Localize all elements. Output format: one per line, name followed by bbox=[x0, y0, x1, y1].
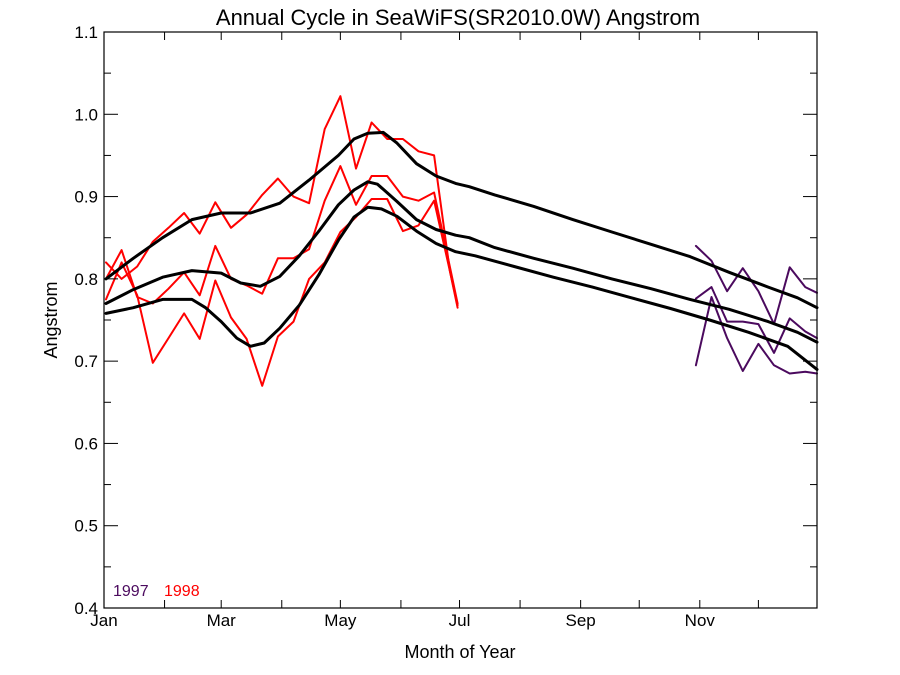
axis-ticks-group bbox=[103, 31, 818, 609]
chart-title: Annual Cycle in SeaWiFS(SR2010.0W) Angst… bbox=[216, 5, 700, 30]
y-tick-label: 1.0 bbox=[74, 105, 98, 124]
x-tick-label: Mar bbox=[207, 611, 237, 630]
x-tick-label: Jan bbox=[90, 611, 117, 630]
axis-tick-labels-group: Jan Mar May Jul Sep Nov 0.4 0.5 0.6 0.7 0.8 0.9 1.0 1… bbox=[74, 23, 715, 630]
series-1998-mean bbox=[105, 165, 459, 305]
x-tick-label: Nov bbox=[685, 611, 716, 630]
y-tick-label: 0.7 bbox=[74, 352, 98, 371]
series-climatology-lower bbox=[104, 205, 819, 371]
series-climatology-mean bbox=[104, 180, 819, 344]
y-tick-label: 0.9 bbox=[74, 188, 98, 207]
series-1997-upper bbox=[694, 244, 818, 326]
series-1998-lower bbox=[105, 198, 459, 387]
series-1997-lower bbox=[694, 296, 818, 375]
legend-label-1997: 1997 bbox=[113, 583, 149, 600]
x-tick-label: May bbox=[324, 611, 357, 630]
y-tick-label: 0.4 bbox=[74, 599, 98, 618]
x-tick-label: Jul bbox=[449, 611, 471, 630]
y-tick-label: 1.1 bbox=[74, 23, 98, 42]
plot-series-group bbox=[104, 95, 819, 387]
y-tick-label: 0.5 bbox=[74, 517, 98, 536]
y-axis-label: Angstrom bbox=[41, 281, 61, 358]
x-axis-label: Month of Year bbox=[404, 642, 515, 662]
y-tick-label: 0.6 bbox=[74, 434, 98, 453]
series-climatology-upper bbox=[104, 130, 819, 310]
y-tick-label: 0.8 bbox=[74, 270, 98, 289]
legend-label-1998: 1998 bbox=[164, 583, 200, 600]
series-1997-mean bbox=[694, 286, 818, 354]
series-1998-upper bbox=[105, 95, 459, 307]
x-tick-label: Sep bbox=[566, 611, 596, 630]
